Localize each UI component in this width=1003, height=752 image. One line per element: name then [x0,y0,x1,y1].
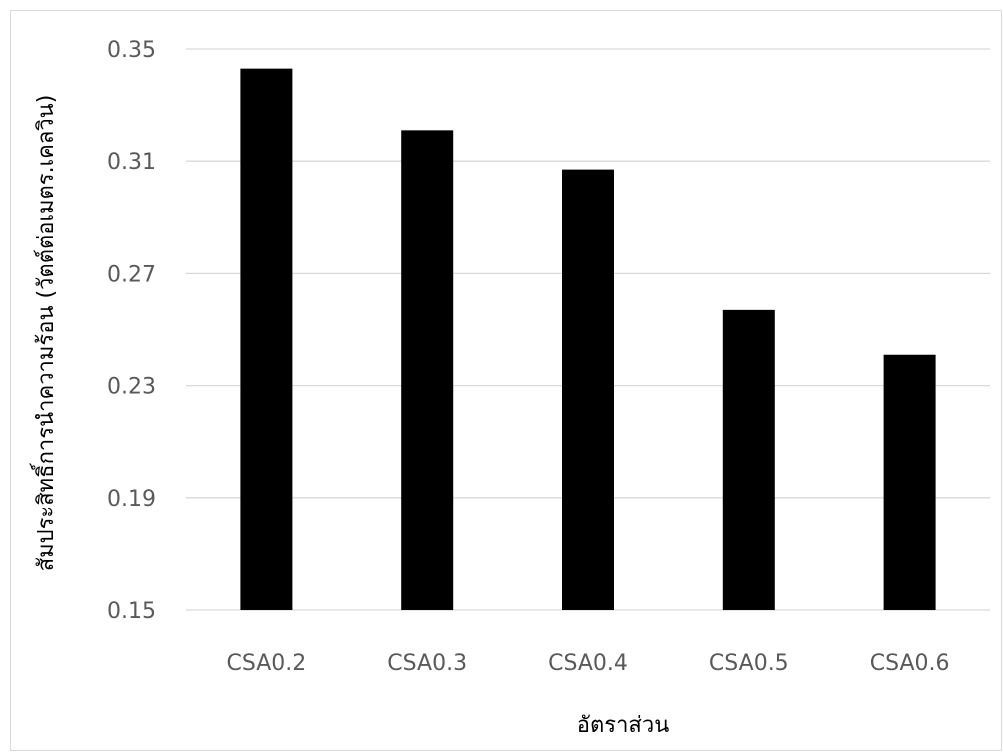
x-tick-label: CSA0.6 [870,651,950,676]
bar-csa0-3 [401,130,454,610]
bar-csa0-6 [883,354,936,610]
x-tick-label: CSA0.3 [387,651,467,676]
x-tick-label: CSA0.5 [709,651,789,676]
x-axis-title: อัตราส่วน [577,713,670,738]
chart-frame [10,10,1002,751]
y-tick-label: 0.27 [107,262,156,287]
y-tick-label: 0.23 [107,375,156,400]
y-axis-title: สัมประสิทธิ์การนำความร้อน (วัตต์ต่อเมตร.… [30,95,59,572]
y-tick-labels: 0.15 0.19 0.23 0.27 0.31 0.35 [107,38,156,624]
x-tick-label: CSA0.4 [548,651,628,676]
bars [240,68,936,611]
x-tick-label: CSA0.2 [227,651,307,676]
y-tick-label: 0.31 [107,150,156,175]
y-tick-label: 0.15 [107,599,156,624]
x-tick-labels: CSA0.2 CSA0.3 CSA0.4 CSA0.5 CSA0.6 [227,651,950,676]
bar-csa0-2 [240,68,293,610]
y-tick-label: 0.35 [107,38,156,63]
y-tick-label: 0.19 [107,487,156,512]
bar-csa0-5 [722,309,775,610]
gridlines [186,48,990,611]
bar-csa0-4 [562,169,614,611]
